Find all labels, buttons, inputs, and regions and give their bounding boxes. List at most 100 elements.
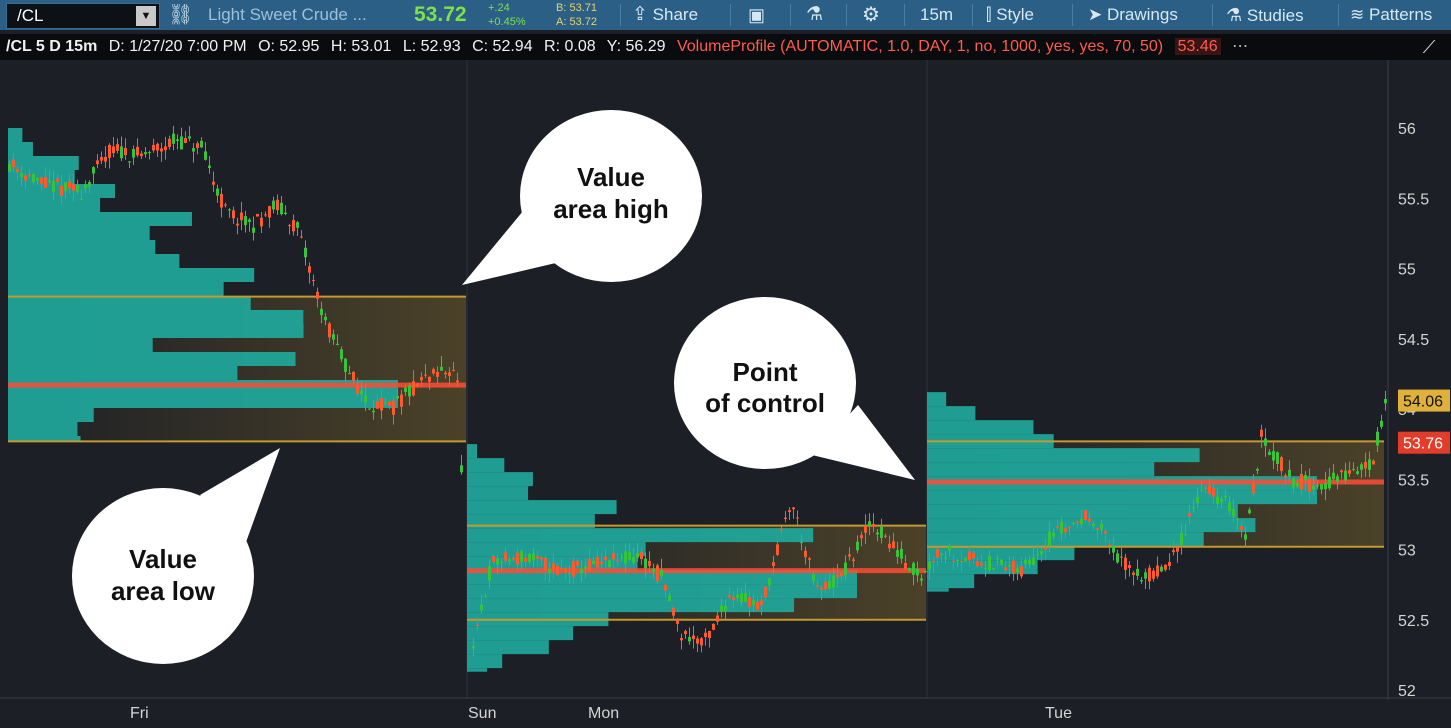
share-button[interactable]: ⇪ Share xyxy=(632,0,698,30)
candle-body xyxy=(860,535,863,539)
candle-body xyxy=(788,510,791,512)
candle-body xyxy=(548,569,551,574)
candle-body xyxy=(56,178,59,182)
y-tick-label: 52 xyxy=(1398,683,1416,700)
profile-bar xyxy=(927,406,976,421)
candle-body xyxy=(792,507,795,510)
candle-body xyxy=(1152,570,1155,579)
candle-body xyxy=(584,566,587,569)
timeframe-selector[interactable]: 15m xyxy=(920,5,954,24)
more-icon[interactable]: ⋯ xyxy=(1232,38,1249,55)
candle-body xyxy=(1056,526,1059,528)
candle-body xyxy=(560,567,563,569)
candle-body xyxy=(1336,476,1339,482)
candle-body xyxy=(296,222,299,228)
gear-icon[interactable]: ⚙ xyxy=(862,4,880,26)
candle-body xyxy=(704,632,707,637)
candle-body xyxy=(16,168,19,173)
price-label-last-text: 53.76 xyxy=(1403,436,1443,453)
candle-body xyxy=(1304,475,1307,481)
candle-body xyxy=(1204,487,1207,489)
candle-body xyxy=(916,568,919,576)
candle-body xyxy=(1240,525,1243,531)
candle-body xyxy=(1260,429,1263,437)
candle-body xyxy=(412,381,415,396)
candle-body xyxy=(856,541,859,551)
candle-body xyxy=(1140,580,1143,582)
candle-body xyxy=(496,558,499,565)
candle-body xyxy=(120,146,123,159)
candle-body xyxy=(392,400,395,415)
candle-body xyxy=(828,581,831,589)
candle-body xyxy=(676,619,679,624)
bubble-body xyxy=(674,297,856,469)
link-icon[interactable]: ⛓ xyxy=(168,4,194,26)
candle-body xyxy=(1212,487,1215,497)
candle-body xyxy=(1360,464,1363,470)
drawings-button[interactable]: ➤ Drawings xyxy=(1088,0,1178,30)
candle-body xyxy=(524,557,527,562)
candle-body xyxy=(388,401,391,406)
candle-body xyxy=(72,183,75,191)
candle-body xyxy=(416,383,419,387)
candle-body xyxy=(220,193,223,208)
pct-change: +0.45% xyxy=(488,16,526,28)
studies-button[interactable]: ⚗ Studies xyxy=(1226,0,1304,30)
candle-body xyxy=(1004,567,1007,571)
candle-body xyxy=(1356,471,1359,474)
profile-bar xyxy=(927,448,1200,463)
patterns-label: Patterns xyxy=(1368,5,1433,24)
candle-body xyxy=(680,638,683,641)
candle-body xyxy=(1108,544,1111,546)
candle-body xyxy=(36,177,39,181)
style-button[interactable]: ⫿ Style xyxy=(986,0,1034,30)
candle-body xyxy=(624,551,627,564)
candle-body xyxy=(1096,528,1099,530)
candle-body xyxy=(872,523,875,527)
candle-body xyxy=(148,152,151,154)
trend-icon[interactable]: ⟋ xyxy=(1422,37,1436,57)
profile-bar xyxy=(8,310,304,324)
candle-body xyxy=(44,177,47,188)
candle-body xyxy=(1016,568,1019,573)
candle-body xyxy=(896,550,899,557)
share-icon: ⇪ xyxy=(632,4,648,25)
candle-body xyxy=(596,557,599,568)
candle-body xyxy=(208,165,211,168)
candle-body xyxy=(592,560,595,564)
candle-body xyxy=(1344,470,1347,481)
x-tick-label: Sun xyxy=(468,705,496,722)
patterns-button[interactable]: ≋ Patterns xyxy=(1350,0,1432,30)
candle-body xyxy=(744,592,747,602)
candle-body xyxy=(668,595,671,601)
ask-price: A: 53.72 xyxy=(556,16,597,28)
candle-body xyxy=(996,558,999,560)
chevron-down-icon[interactable]: ▼ xyxy=(136,6,156,26)
profile-bar xyxy=(8,268,255,282)
candle-body xyxy=(644,558,647,569)
candle-body xyxy=(252,227,255,233)
candle-body xyxy=(540,557,543,560)
candle-body xyxy=(760,600,763,606)
profile-bar xyxy=(8,338,153,352)
profile-bar xyxy=(467,444,478,459)
candle-body xyxy=(640,552,643,560)
candle-body xyxy=(60,185,63,196)
candle-body xyxy=(920,578,923,581)
profile-bar xyxy=(927,462,1155,477)
candle-body xyxy=(164,146,167,151)
candle-body xyxy=(884,535,887,537)
candle-body xyxy=(336,343,339,345)
candle-body xyxy=(796,517,799,519)
candle-body xyxy=(1076,521,1079,524)
annotation-text: Value xyxy=(129,544,197,574)
profile-bar xyxy=(467,626,574,641)
flask-icon[interactable]: ⚗ xyxy=(806,4,824,25)
candle-body xyxy=(888,543,891,549)
chart-settings-icon[interactable]: ▣ xyxy=(748,5,766,25)
symbol-selector[interactable]: /CL ▼ xyxy=(6,3,160,29)
candle-body xyxy=(1216,496,1219,504)
candle-body xyxy=(528,553,531,563)
candle-body xyxy=(176,139,179,141)
